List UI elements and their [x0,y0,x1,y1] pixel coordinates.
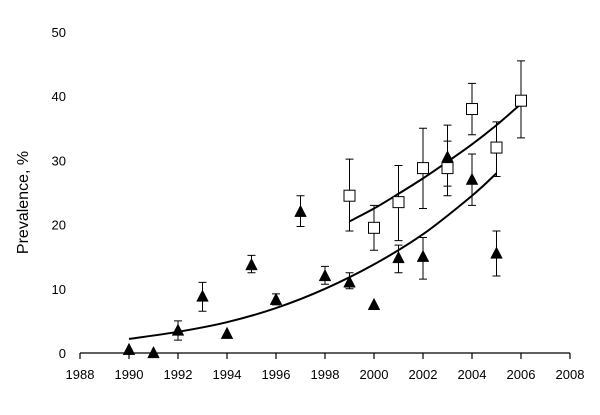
y-axis-label: Prevalence, % [15,151,32,254]
fit-curve-series-1 [128,172,498,340]
triangle-point [171,323,185,336]
y-tick-label: 50 [52,25,66,40]
square-point [441,162,454,175]
x-tick-label: 1994 [213,367,242,382]
square-point [515,94,527,107]
x-tick-label: 1996 [262,367,291,382]
square-point [490,141,503,154]
y-tick-label: 0 [59,346,66,361]
x-tick-label: 2008 [556,367,585,382]
y-tick-label: 30 [52,153,66,168]
triangle-point [294,204,307,217]
x-tick-label: 2006 [507,367,536,382]
x-tick-label: 2000 [360,367,389,382]
triangle-point [269,292,283,305]
triangle-point [147,345,160,359]
y-tick-label: 20 [52,218,66,233]
x-tick-label: 1992 [164,367,193,382]
triangle-point [122,342,136,355]
triangle-point [490,246,503,259]
triangle-point [343,275,356,288]
triangle-point [367,297,381,310]
triangle-point [318,268,332,282]
fit-curve-series-2 [349,103,522,223]
square-point [368,221,380,234]
x-tick-label: 1988 [66,367,95,382]
triangle-point [392,250,405,264]
square-point [392,196,405,209]
x-tick-label: 1998 [311,367,340,382]
x-tick-label: 2004 [458,367,487,382]
triangle-point [245,257,258,271]
triangle-point [196,289,209,302]
triangle-point [465,172,479,185]
x-tick-label: 2002 [409,367,438,382]
square-point [417,162,429,175]
y-tick-label: 40 [52,89,66,104]
square-point [466,103,478,116]
triangle-point [416,249,430,262]
square-point [343,189,356,202]
y-tick-label: 10 [52,282,66,297]
x-tick-label: 1990 [115,367,144,382]
triangle-point [220,326,234,339]
